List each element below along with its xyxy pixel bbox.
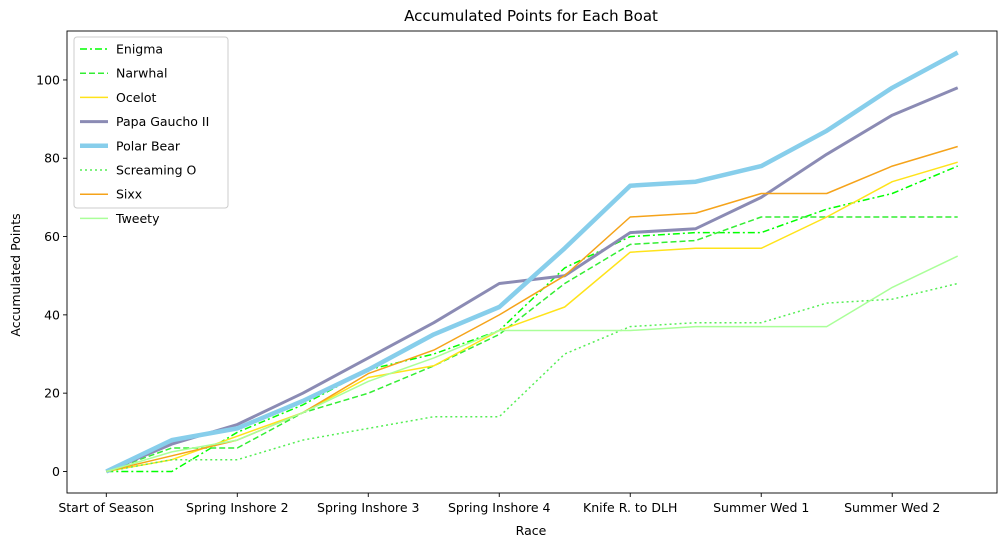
x-tick-label: Knife R. to DLH [583,500,677,515]
x-tick-label: Spring Inshore 3 [317,500,419,515]
series-line-tweety [106,255,959,473]
y-axis: 0 20 40 60 80 100 [36,72,67,479]
legend-label-narwhal: Narwhal [116,66,167,81]
plot-frame [66,30,998,494]
legend-label-papa-gaucho-ii: Papa Gaucho II [116,114,209,129]
series-line-screaming-o [106,282,958,473]
series-line-polar-bear [105,50,959,474]
legend-label-ocelot: Ocelot [116,90,157,105]
x-axis: Start of Season Spring Inshore 2 Spring In… [58,493,940,515]
chart-title: Accumulated Points for Each Boat [404,7,658,25]
x-tick-label: Spring Inshore 4 [448,500,551,515]
legend-label-sixx: Sixx [116,187,142,202]
x-tick-label: Summer Wed 2 [844,500,940,515]
x-tick-label: Start of Season [58,500,154,515]
legend-label-tweety: Tweety [115,211,160,226]
legend-label-enigma: Enigma [116,42,163,57]
plot-lines [105,50,959,474]
y-tick-label: 80 [44,151,60,166]
legend-box [73,36,229,209]
x-axis-label: Race [516,523,547,538]
legend-label-polar-bear: Polar Bear [116,138,181,153]
y-tick-label: 0 [52,464,60,479]
legend-label-screaming-o: Screaming O [116,163,197,178]
series-line-enigma [106,165,958,473]
series-line-narwhal [106,216,958,473]
y-tick-label: 60 [44,229,60,244]
y-tick-label: 100 [36,72,60,87]
y-tick-label: 40 [44,307,60,322]
x-tick-label: Spring Inshore 2 [186,500,288,515]
y-tick-label: 20 [44,386,60,401]
legend: Enigma Narwhal Ocelot Papa Gaucho II Polar B… [73,36,229,226]
x-tick-label: Summer Wed 1 [713,500,809,515]
y-axis-label: Accumulated Points [8,213,23,336]
series-line-ocelot [106,161,958,473]
